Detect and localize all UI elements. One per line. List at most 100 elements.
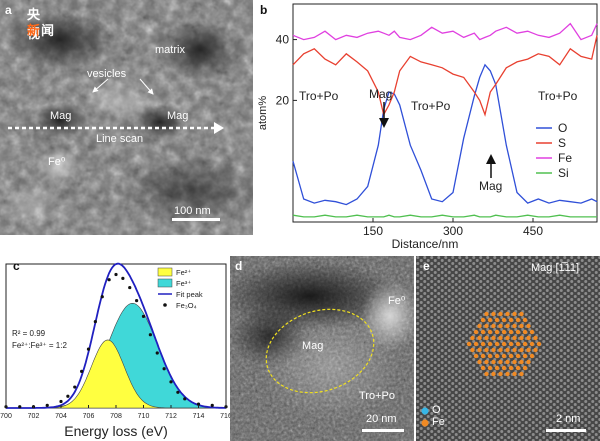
fe-atom (477, 335, 482, 341)
legend-label-b: Fe (558, 151, 572, 165)
fe-atom (491, 347, 496, 353)
legend-label-fit: Fit peak (176, 290, 203, 299)
legend-label-b: Si (558, 166, 569, 180)
panel-e-label: e (423, 259, 430, 273)
iron-legend-label: Fe (432, 416, 445, 428)
fe-atom (487, 365, 493, 371)
fe-atom (498, 323, 503, 329)
fe-atom (529, 341, 535, 347)
measured-point (107, 278, 111, 282)
vesicles-label: vesicles (87, 68, 127, 80)
matrix-label: matrix (155, 44, 185, 56)
measured-point (196, 402, 201, 406)
fe-atom-overlay (466, 311, 542, 377)
panel-b-label: b (260, 3, 268, 17)
scale-bar-d (362, 429, 404, 432)
series-line-fe (292, 22, 598, 41)
x-tick-label-c: 706 (83, 413, 95, 420)
series-line-o (292, 63, 598, 206)
scale-bar-e (546, 429, 586, 432)
fe-atom (505, 323, 510, 329)
measured-point (100, 295, 104, 299)
measured-point (148, 333, 152, 337)
fe-atom (501, 365, 507, 371)
series-line-si (292, 214, 597, 218)
fe-ratio-text: Fe²⁺:Fe³⁺ = 1:2 (12, 341, 67, 350)
fe-atom (526, 347, 531, 353)
fe-atom (487, 341, 493, 347)
line-scan-label: Line scan (96, 133, 144, 145)
mag-top-label: Mag (369, 87, 392, 101)
fe-atom (505, 359, 510, 365)
y-axis-label-b: atom% (257, 96, 269, 130)
x-tick-label-c: 714 (193, 413, 205, 420)
fe-atom (512, 347, 517, 353)
mag-bottom-arrow-head (486, 154, 496, 164)
fe-atom (484, 323, 489, 329)
fe-atom (484, 335, 489, 341)
fe-atom (494, 353, 500, 359)
measured-point (73, 385, 77, 389)
x-tick-label-c: 710 (138, 413, 150, 420)
fe-atom (477, 323, 482, 329)
panel-e-atomic-lattice: e Mag [1̅11] O Fe 2 nm (416, 256, 600, 441)
scale-bar-d-label: 20 nm (366, 413, 397, 425)
panel-a-label: a (5, 3, 12, 17)
x-tick-label-c: 712 (165, 413, 177, 420)
fe-atom (508, 317, 514, 323)
series-line-s (292, 35, 598, 117)
fe-atom (533, 347, 538, 353)
x-tick-label-c: 702 (28, 413, 40, 420)
r-squared-text: R² = 0.99 (12, 329, 46, 338)
measured-point (86, 347, 91, 351)
fe-atom (494, 317, 500, 323)
fit-peak-line (6, 262, 226, 409)
component-area-fe2 (6, 339, 226, 409)
fe-atom (522, 329, 528, 335)
fe-atom (512, 359, 517, 365)
fe-atom (487, 317, 493, 323)
fe-atom (533, 335, 538, 341)
fe-atom (529, 353, 535, 359)
fe-atom (480, 317, 486, 323)
fe-atom (515, 317, 521, 323)
fe-atom (494, 329, 500, 335)
fe-atom (505, 311, 510, 317)
fe-atom (512, 335, 517, 341)
fe-atom (508, 329, 514, 335)
fe-atom (501, 353, 507, 359)
mag-right-label: Mag (167, 110, 189, 122)
fe-atom (491, 359, 496, 365)
x-tick-label-c: 704 (55, 413, 67, 420)
fe-atom (512, 323, 517, 329)
panel-b-line-profile: 150 300 450 20 40 Distance/nm atom% O S Fe Si Tro+P… (253, 0, 600, 255)
fe-atom (515, 365, 521, 371)
fe-atom (466, 341, 472, 347)
legend-swatch-fe2 (157, 267, 173, 277)
fe-atom (512, 311, 517, 317)
fe-atom (505, 335, 510, 341)
y-tick-label-b: 20 (276, 93, 290, 107)
fe-atom (519, 311, 524, 317)
watermark-char-wen: 闻 (41, 24, 55, 39)
fe-atom (529, 329, 535, 335)
tro-po-mid-label: Tro+Po (411, 99, 451, 113)
legend-label-measured: Fe₃O₄ (176, 301, 197, 310)
fe-atom (536, 341, 542, 347)
fe-atom (473, 341, 479, 347)
fe-atom (473, 353, 479, 359)
tro-po-left-label: Tro+Po (299, 89, 339, 103)
fe-atom (498, 347, 503, 353)
measured-point (135, 299, 139, 303)
fe-atom (480, 353, 486, 359)
fe-atom (505, 347, 510, 353)
fe-atom (515, 329, 521, 335)
x-tick-label-c: 700 (0, 413, 12, 420)
fe-atom (522, 353, 528, 359)
fe-atom (470, 347, 475, 353)
tem-micrograph (0, 0, 253, 235)
fe-atom (515, 341, 521, 347)
fe-atom (519, 347, 524, 353)
x-tick-label-c: 708 (110, 413, 122, 420)
